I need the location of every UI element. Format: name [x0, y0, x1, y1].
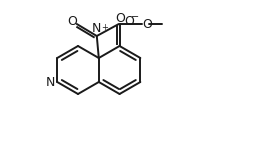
Text: N: N [92, 22, 101, 35]
Text: O: O [115, 12, 125, 24]
Text: −: − [130, 12, 138, 22]
Text: O: O [142, 18, 152, 30]
Text: O: O [123, 14, 133, 28]
Text: N: N [45, 75, 55, 89]
Text: +: + [100, 23, 107, 32]
Text: O: O [67, 14, 76, 28]
